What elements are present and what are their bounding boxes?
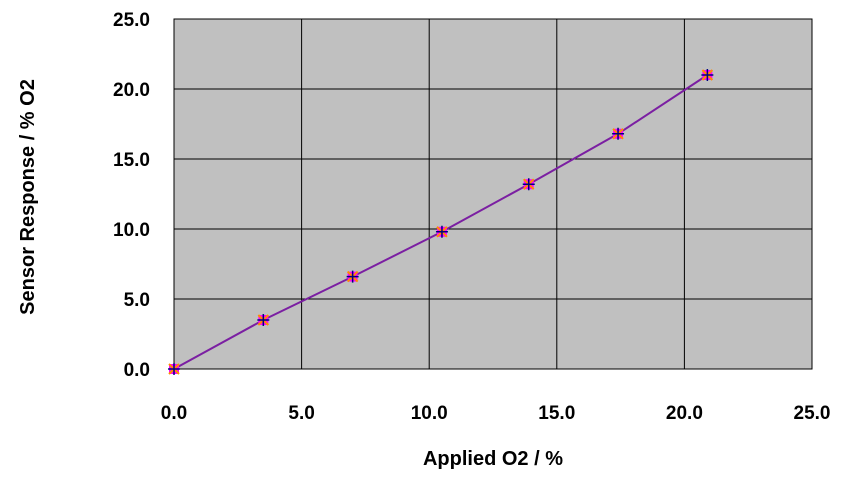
data-point-marker: [346, 270, 359, 283]
y-axis-tick-labels: 0.0 5.0 10.0 15.0 20.0 25.0: [113, 10, 150, 381]
x-tick-label: 20.0: [666, 403, 703, 424]
x-tick-label: 25.0: [794, 403, 831, 424]
plot-border: [173, 18, 813, 370]
y-tick-label: 5.0: [124, 290, 150, 311]
x-axis-tick-labels: 0.0 5.0 10.0 15.0 20.0 25.0: [161, 403, 831, 424]
y-tick-label: 0.0: [124, 360, 150, 381]
data-point-marker: [522, 178, 535, 191]
x-tick-label: 10.0: [411, 403, 448, 424]
data-point-marker: [701, 69, 714, 81]
x-tick-label: 5.0: [288, 403, 314, 424]
x-tick-label: 0.0: [161, 403, 187, 424]
y-tick-label: 10.0: [113, 220, 150, 241]
y-axis-title: Sensor Response / % O2: [17, 79, 39, 315]
data-point-marker: [257, 314, 270, 326]
y-tick-label: 15.0: [113, 150, 150, 171]
data-point-marker: [168, 363, 180, 375]
series-group: [168, 69, 714, 375]
y-tick-label: 25.0: [113, 10, 150, 31]
x-axis-title: Applied O2 / %: [423, 448, 563, 470]
data-point-marker: [612, 127, 625, 140]
y-tick-label: 20.0: [113, 80, 150, 101]
x-tick-label: 15.0: [538, 403, 575, 424]
data-point-marker: [435, 225, 448, 238]
